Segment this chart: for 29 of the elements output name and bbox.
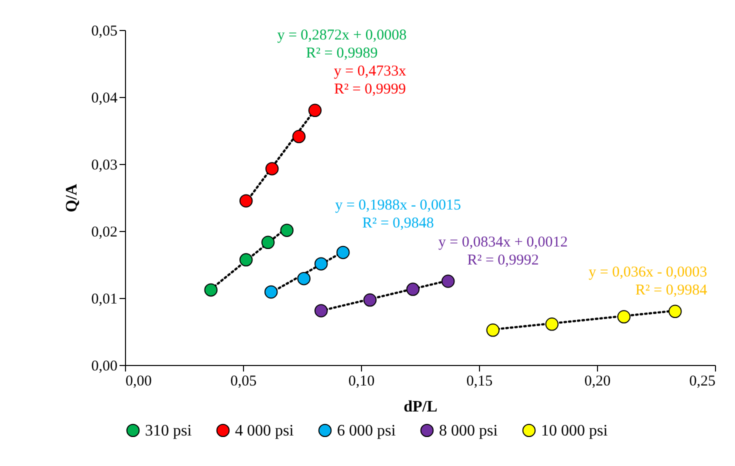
legend-label: 310 psi — [145, 422, 192, 440]
annotation: y = 0,4733x — [334, 63, 407, 80]
annotation: R² = 0,9999 — [334, 81, 406, 98]
annotation: R² = 0,9992 — [467, 252, 539, 268]
annotation: y = 0,036x - 0,0003 — [588, 264, 708, 280]
x-tick-label: 0,00 — [126, 374, 152, 390]
annotation: R² = 0,9989 — [306, 45, 378, 62]
y-tick-label: 0,00 — [91, 358, 118, 374]
legend-label: 8 000 psi — [439, 422, 498, 440]
legend-label: 6 000 psi — [337, 422, 396, 440]
x-tick-label: 0,15 — [466, 374, 493, 390]
y-tick-label: 0,02 — [91, 224, 118, 240]
x-tick-label: 0,20 — [584, 374, 611, 390]
y-axis-title: Q/A — [63, 183, 80, 212]
legend-label: 4 000 psi — [235, 422, 294, 440]
annotation: y = 0,2872x + 0,0008 — [277, 27, 407, 44]
y-tick-label: 0,05 — [91, 24, 118, 40]
y-tick-label: 0,01 — [91, 292, 118, 308]
x-tick-label: 0,10 — [348, 374, 375, 390]
annotation: y = 0,1988x - 0,0015 — [335, 197, 462, 214]
x-tick-label: 0,25 — [689, 374, 716, 390]
legend-label: 10 000 psi — [541, 422, 608, 440]
annotation: R² = 0,9984 — [635, 282, 708, 298]
annotation: R² = 0,9848 — [362, 215, 434, 232]
y-tick-label: 0,03 — [91, 158, 118, 174]
x-axis-title: dP/L — [404, 398, 438, 416]
x-tick-label: 0,05 — [230, 374, 257, 390]
annotation: y = 0,0834x + 0,0012 — [438, 234, 568, 250]
y-tick-label: 0,04 — [91, 90, 118, 106]
